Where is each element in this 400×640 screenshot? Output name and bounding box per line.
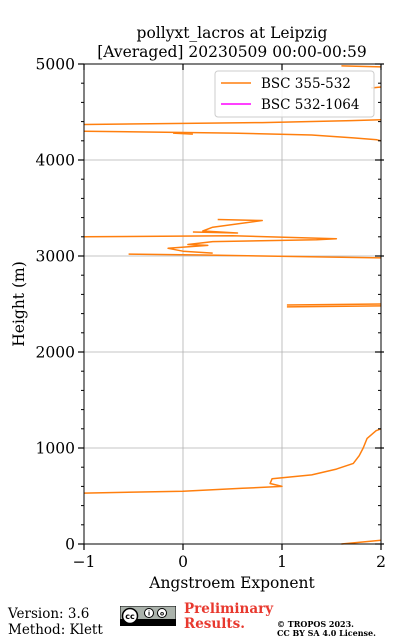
- chart-subtitle: [Averaged] 20230509 00:00-00:59: [97, 43, 367, 61]
- y-tick-label: 4000: [36, 152, 75, 170]
- svg-text:i: i: [148, 611, 150, 618]
- copyright-line-1: © TROPOS 2023.: [277, 619, 354, 629]
- method-text: Method: Klett: [8, 622, 103, 638]
- series-line-bsc-355-532: [83, 235, 338, 254]
- results-text: Results.: [184, 616, 245, 632]
- series-line-bsc-355-532: [286, 303, 382, 306]
- preliminary-text: Preliminary: [184, 601, 274, 617]
- axis-ticks: [78, 63, 384, 550]
- y-tick-label: 0: [65, 536, 75, 554]
- copyright-line-2: CC BY SA 4.0 License.: [277, 628, 376, 638]
- series-line-bsc-355-532: [192, 218, 263, 234]
- x-tick-label: 1: [277, 553, 287, 571]
- copyright-notice: © TROPOS 2023. CC BY SA 4.0 License.: [277, 620, 376, 638]
- y-tick-label: 2000: [36, 344, 75, 362]
- series-line-bsc-355-532: [341, 65, 382, 68]
- plot-area: [83, 65, 382, 545]
- legend-box: [214, 70, 375, 118]
- y-tick-label: 5000: [36, 56, 75, 74]
- plot-frame: [83, 63, 382, 545]
- series-line-bsc-355-532: [83, 130, 382, 142]
- series-line-bsc-355-532: [83, 118, 382, 126]
- x-axis-label: Angstroem Exponent: [148, 574, 315, 592]
- svg-text:o: o: [160, 611, 164, 618]
- version-text: Version: 3.6: [8, 606, 90, 622]
- y-tick-label: 1000: [36, 440, 75, 458]
- series-line-bsc-355-532: [341, 539, 382, 545]
- x-tick-label: 0: [178, 553, 188, 571]
- legend-label-bsc-355-532: BSC 355-532: [261, 76, 351, 92]
- series-line-bsc-355-532: [128, 253, 382, 259]
- legend: BSC 355-532 BSC 532-1064: [214, 70, 375, 118]
- x-tick-label: 2: [376, 553, 386, 571]
- y-axis-label: Height (m): [10, 261, 28, 347]
- series-line-bsc-355-532: [286, 305, 382, 308]
- x-tick-label: −1: [73, 553, 96, 571]
- cc-by-sa-badge-icon: cc i o: [120, 606, 176, 626]
- series-line-bsc-355-532: [83, 428, 382, 494]
- chart-title: pollyxt_lacros at Leipzig: [137, 24, 328, 42]
- preliminary-notice: Preliminary Results.: [184, 602, 273, 632]
- y-tick-label: 3000: [36, 248, 75, 266]
- series-line-bsc-355-532: [173, 132, 193, 135]
- version-info: Version: 3.6 Method: Klett: [8, 606, 103, 638]
- legend-label-bsc-532-1064: BSC 532-1064: [261, 97, 359, 113]
- svg-text:cc: cc: [125, 612, 135, 621]
